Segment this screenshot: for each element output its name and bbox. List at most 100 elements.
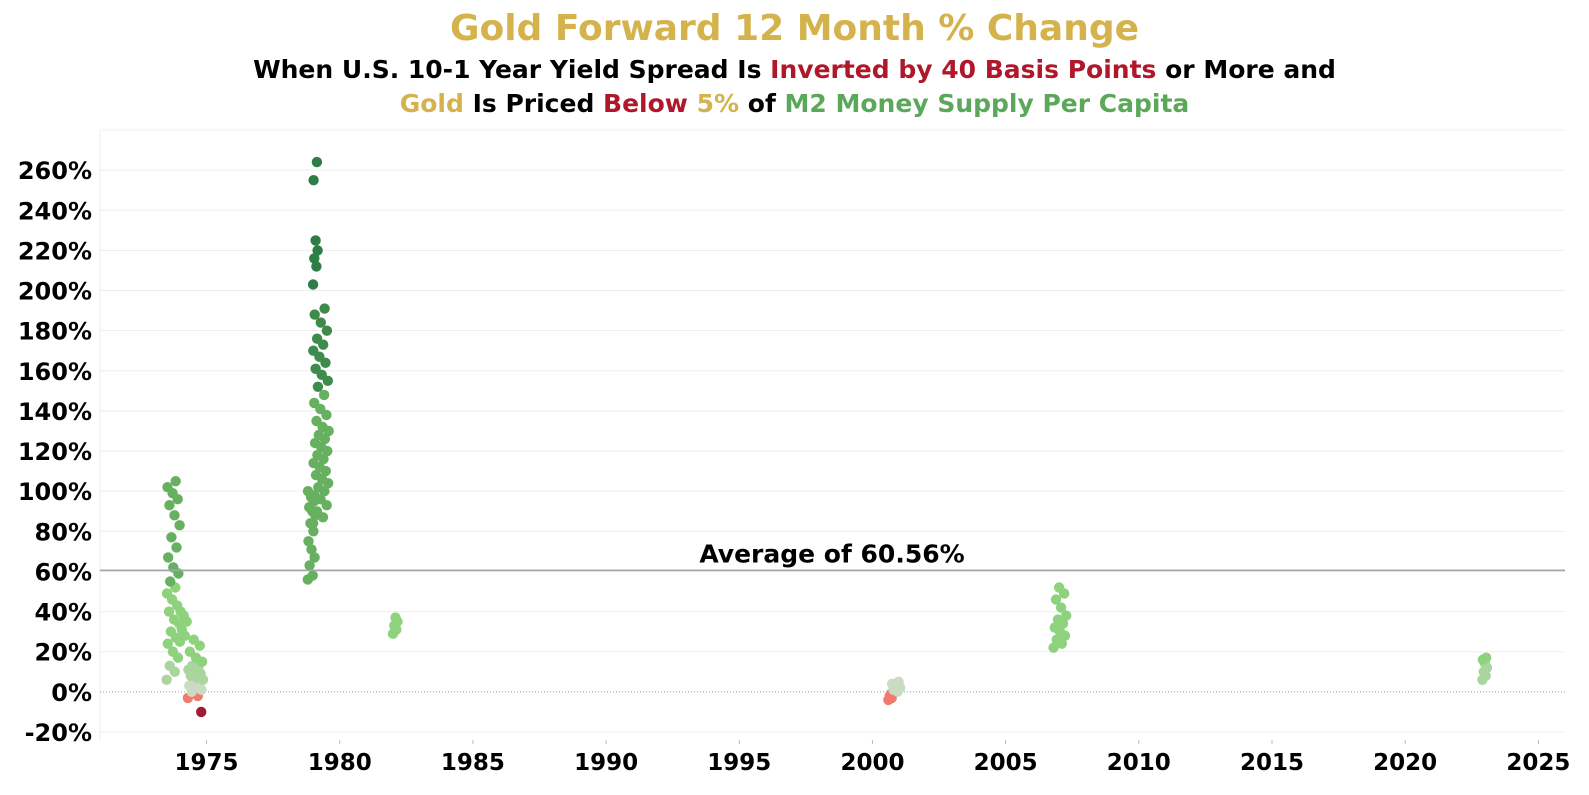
data-point xyxy=(309,397,320,409)
data-point xyxy=(163,606,175,617)
average-label: Average of 60.56% xyxy=(699,539,964,568)
data-point xyxy=(390,612,401,623)
data-point xyxy=(309,552,320,563)
data-point xyxy=(165,576,176,587)
y-tick-label: 240% xyxy=(18,197,92,225)
data-point xyxy=(318,389,330,401)
data-point xyxy=(309,309,320,320)
x-tick-label: 1995 xyxy=(707,750,771,776)
x-tick-label: 2000 xyxy=(840,750,904,776)
x-tick-label: 2010 xyxy=(1107,750,1171,776)
data-point xyxy=(176,624,187,635)
y-tick-label: 260% xyxy=(18,157,92,185)
data-point xyxy=(175,606,186,617)
x-tick-label: 1985 xyxy=(441,750,505,776)
x-tick-label: 2005 xyxy=(974,750,1038,776)
subtitle-segment: Inverted by 40 Basis Points xyxy=(770,55,1157,84)
data-point xyxy=(315,317,326,328)
data-point xyxy=(163,552,174,563)
data-point xyxy=(171,542,182,553)
data-point xyxy=(309,437,321,449)
data-point xyxy=(184,646,196,657)
data-point xyxy=(307,279,319,290)
data-point xyxy=(310,363,321,374)
data-point xyxy=(893,676,904,687)
x-tick-label: 1980 xyxy=(308,750,372,776)
data-point xyxy=(162,482,173,493)
x-tick-label: 2025 xyxy=(1506,750,1570,776)
data-point xyxy=(1051,634,1062,645)
data-point xyxy=(164,660,175,671)
data-point xyxy=(311,415,322,427)
data-point xyxy=(310,469,322,481)
data-point xyxy=(170,476,181,487)
data-point xyxy=(313,429,324,441)
data-point xyxy=(165,626,177,637)
data-point xyxy=(188,634,199,645)
x-tick-label: 2020 xyxy=(1373,750,1437,776)
data-point xyxy=(312,449,323,461)
x-tick-label: 1975 xyxy=(175,750,239,776)
data-point xyxy=(308,175,319,186)
y-tick-label: 40% xyxy=(35,599,92,627)
y-tick-label: 100% xyxy=(18,478,92,506)
data-point xyxy=(167,646,179,657)
data-point xyxy=(162,638,173,649)
chart-subtitle-line-1: When U.S. 10-1 Year Yield Spread Is Inve… xyxy=(0,55,1589,84)
x-tick-label: 1990 xyxy=(574,750,638,776)
data-point xyxy=(1049,622,1061,633)
x-tick-label: 2015 xyxy=(1240,750,1304,776)
data-point xyxy=(311,156,323,168)
data-point xyxy=(1061,610,1072,621)
data-point xyxy=(161,588,173,599)
data-point xyxy=(169,510,180,521)
data-point xyxy=(1055,602,1067,613)
data-point xyxy=(168,614,180,625)
subtitle-segment: 5% xyxy=(687,89,740,118)
data-point xyxy=(1052,614,1064,625)
y-tick-label: 180% xyxy=(18,318,92,346)
y-tick-label: 60% xyxy=(35,558,92,586)
data-point xyxy=(164,500,175,511)
subtitle-segment: Gold xyxy=(399,89,464,118)
subtitle-segment: of xyxy=(739,89,785,118)
subtitle-segment: M2 Money Supply Per Capita xyxy=(784,89,1190,118)
data-point xyxy=(1481,652,1492,663)
subtitle-segment: When U.S. 10-1 Year Yield Spread Is xyxy=(253,55,771,84)
subtitle-segment: Below xyxy=(603,89,688,118)
data-point xyxy=(187,660,198,671)
chart-title: Gold Forward 12 Month % Change xyxy=(449,8,1140,49)
data-point xyxy=(174,520,185,531)
data-point xyxy=(308,526,319,537)
chart-subtitle-line-2: Gold Is Priced Below 5% of M2 Money Supp… xyxy=(0,89,1589,118)
data-point xyxy=(196,706,207,718)
data-point xyxy=(307,570,318,581)
data-point xyxy=(312,245,323,256)
data-point xyxy=(1048,642,1059,653)
data-point xyxy=(308,345,319,356)
y-tick-label: 20% xyxy=(35,639,92,667)
data-point xyxy=(1053,582,1065,593)
y-tick-label: 0% xyxy=(51,679,92,707)
y-tick-label: 120% xyxy=(18,438,92,466)
data-point xyxy=(319,303,330,314)
data-point xyxy=(311,261,322,272)
data-point xyxy=(308,457,319,469)
data-point xyxy=(321,325,333,336)
data-point xyxy=(313,482,324,493)
data-point xyxy=(1050,594,1062,605)
y-tick-label: -20% xyxy=(25,719,92,747)
data-point xyxy=(161,674,172,685)
data-point xyxy=(303,536,314,547)
y-tick-label: 80% xyxy=(35,518,92,546)
data-point xyxy=(311,333,323,344)
data-point xyxy=(166,532,177,543)
subtitle-segment: or More and xyxy=(1156,55,1336,84)
y-tick-label: 140% xyxy=(18,398,92,426)
data-point xyxy=(310,235,321,246)
y-tick-label: 160% xyxy=(18,358,92,386)
data-point xyxy=(312,381,324,392)
data-point xyxy=(306,544,317,555)
data-point xyxy=(304,560,315,571)
